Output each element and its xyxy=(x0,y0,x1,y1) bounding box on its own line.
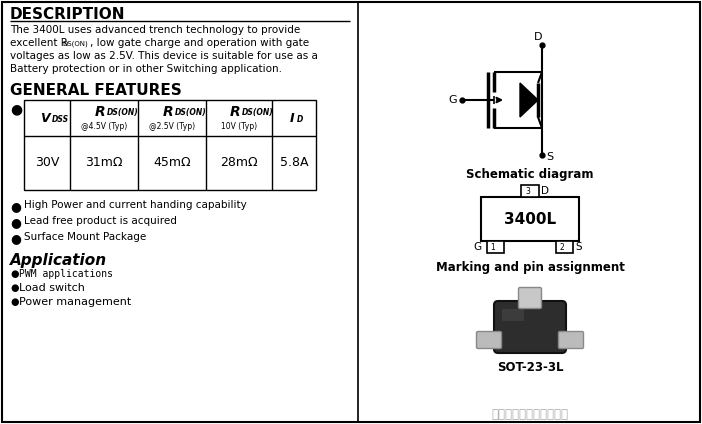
FancyBboxPatch shape xyxy=(559,332,583,349)
FancyBboxPatch shape xyxy=(519,287,541,309)
Text: voltages as low as 2.5V. This device is suitable for use as a: voltages as low as 2.5V. This device is … xyxy=(10,51,318,61)
Text: GENERAL FEATURES: GENERAL FEATURES xyxy=(10,83,182,98)
Bar xyxy=(556,241,573,253)
Text: 31mΩ: 31mΩ xyxy=(85,156,123,170)
Text: , low gate charge and operation with gate: , low gate charge and operation with gat… xyxy=(90,38,309,48)
Text: Lead free product is acquired: Lead free product is acquired xyxy=(24,216,177,226)
Text: ●: ● xyxy=(10,269,18,279)
Text: D: D xyxy=(534,32,543,42)
Text: Surface Mount Package: Surface Mount Package xyxy=(24,232,146,242)
Text: 28mΩ: 28mΩ xyxy=(220,156,258,170)
Text: DESCRIPTION: DESCRIPTION xyxy=(10,7,126,22)
Text: G: G xyxy=(448,95,456,105)
Text: 3: 3 xyxy=(526,187,531,195)
Text: 深圳市谷峰电子有限公司: 深圳市谷峰电子有限公司 xyxy=(491,408,569,421)
Text: Battery protection or in other Switching application.: Battery protection or in other Switching… xyxy=(10,64,282,74)
FancyBboxPatch shape xyxy=(477,332,501,349)
Text: ●: ● xyxy=(10,283,18,293)
Text: 5.8A: 5.8A xyxy=(280,156,308,170)
Text: D: D xyxy=(297,115,303,124)
Text: The 3400L uses advanced trench technology to provide: The 3400L uses advanced trench technolog… xyxy=(10,25,300,35)
Text: S: S xyxy=(575,242,582,252)
Text: S: S xyxy=(546,152,553,162)
Text: R: R xyxy=(95,105,105,119)
Text: High Power and current handing capability: High Power and current handing capabilit… xyxy=(24,200,246,210)
Bar xyxy=(521,185,539,197)
FancyBboxPatch shape xyxy=(494,301,566,353)
Bar xyxy=(24,100,316,190)
Text: D: D xyxy=(541,186,549,196)
Text: 45mΩ: 45mΩ xyxy=(153,156,191,170)
Text: DS(ON): DS(ON) xyxy=(62,41,88,47)
Bar xyxy=(502,309,524,321)
Text: V: V xyxy=(40,112,50,125)
Bar xyxy=(487,241,504,253)
Text: DSS: DSS xyxy=(52,115,69,124)
Text: ●: ● xyxy=(10,102,22,116)
Text: Load switch: Load switch xyxy=(19,283,85,293)
Text: ●: ● xyxy=(10,216,21,229)
Text: excellent R: excellent R xyxy=(10,38,68,48)
Text: Power management: Power management xyxy=(19,297,131,307)
Text: DS(ON): DS(ON) xyxy=(175,108,207,117)
Text: R: R xyxy=(230,105,240,119)
Text: Schematic diagram: Schematic diagram xyxy=(466,168,594,181)
Text: G: G xyxy=(473,242,481,252)
Text: R: R xyxy=(163,105,173,119)
Text: PWM applications: PWM applications xyxy=(19,269,113,279)
Text: 1: 1 xyxy=(491,243,496,251)
Text: DS(ON): DS(ON) xyxy=(242,108,274,117)
Text: @2.5V (Typ): @2.5V (Typ) xyxy=(149,122,195,131)
Text: 10V (Typ): 10V (Typ) xyxy=(221,122,257,131)
Text: 30V: 30V xyxy=(35,156,59,170)
Text: 2: 2 xyxy=(559,243,564,251)
Text: ●: ● xyxy=(10,232,21,245)
Text: ●: ● xyxy=(10,297,18,307)
Text: @4.5V (Typ): @4.5V (Typ) xyxy=(81,122,127,131)
Text: I: I xyxy=(290,112,294,125)
Text: 3400L: 3400L xyxy=(504,212,556,226)
Text: ●: ● xyxy=(10,200,21,213)
Polygon shape xyxy=(520,83,538,117)
Text: SOT-23-3L: SOT-23-3L xyxy=(497,361,563,374)
Text: Application: Application xyxy=(10,253,107,268)
Bar xyxy=(481,197,579,241)
Text: Marking and pin assignment: Marking and pin assignment xyxy=(435,261,625,274)
Text: DS(ON): DS(ON) xyxy=(107,108,139,117)
